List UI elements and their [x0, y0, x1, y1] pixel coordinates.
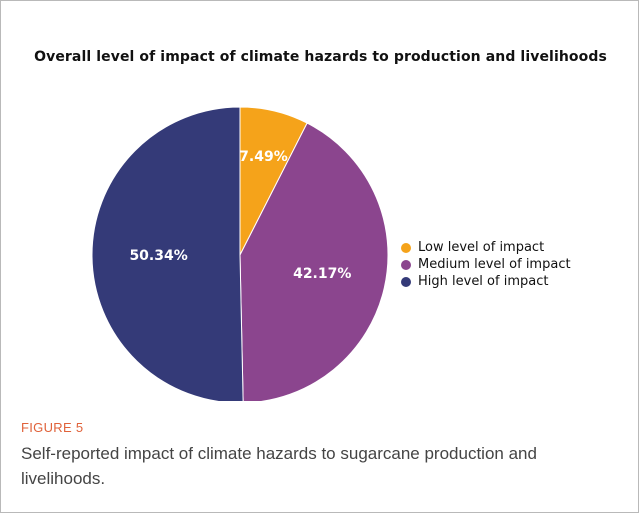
- slice-value-label: 7.49%: [239, 149, 288, 165]
- pie-slice-labels: 7.49% 42.17% 50.34%: [129, 149, 351, 282]
- figure-number: FIGURE 5: [21, 420, 84, 435]
- legend-label: Medium level of impact: [418, 257, 571, 272]
- pie-slice-high: [91, 106, 244, 401]
- pie-chart: 7.49% 42.17% 50.34%: [91, 106, 389, 401]
- slice-value-label: 42.17%: [293, 266, 351, 282]
- chart-title: Overall level of impact of climate hazar…: [34, 49, 607, 65]
- chart-legend: Low level of impact Medium level of impac…: [401, 239, 571, 290]
- legend-swatch: [401, 242, 411, 253]
- figure-caption: Self-reported impact of climate hazards …: [21, 444, 537, 488]
- legend-item: High level of impact: [401, 273, 571, 290]
- pie-slices: [91, 106, 389, 401]
- legend-swatch: [401, 276, 411, 287]
- pie-slice-medium: [239, 122, 389, 401]
- legend-swatch: [401, 259, 411, 270]
- legend-item: Low level of impact: [401, 239, 571, 256]
- legend-label: Low level of impact: [418, 240, 545, 255]
- legend-label: High level of impact: [418, 274, 549, 289]
- slice-value-label: 50.34%: [129, 248, 187, 264]
- legend-item: Medium level of impact: [401, 256, 571, 273]
